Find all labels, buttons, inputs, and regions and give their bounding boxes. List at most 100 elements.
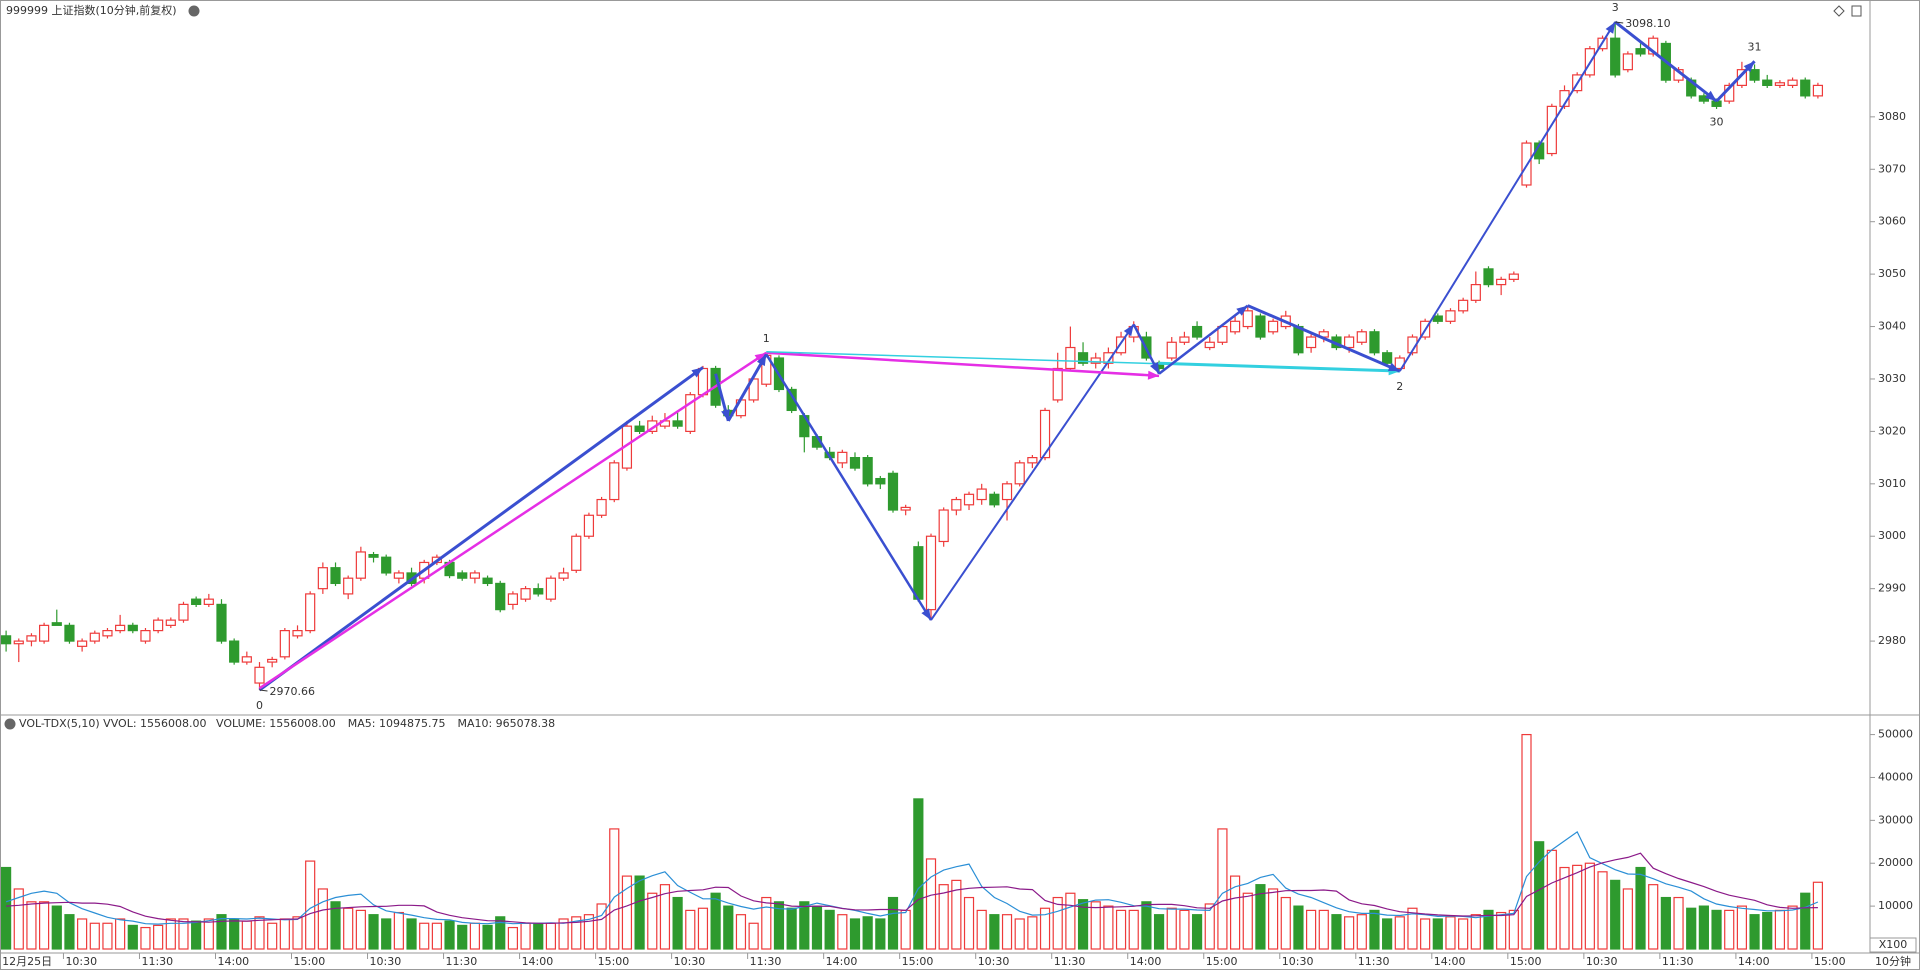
wave-arrowhead (691, 367, 703, 378)
diamond-icon[interactable] (1833, 5, 1845, 17)
candle-body (1090, 357, 1101, 364)
volume-bar (13, 888, 24, 950)
volume-bar (1344, 916, 1355, 950)
volume-bar (178, 918, 189, 950)
unit-box (1869, 937, 1917, 953)
panel-icon[interactable] (1851, 5, 1862, 17)
candle-body (887, 472, 899, 511)
x-tick-label: 14:00 (826, 955, 858, 968)
volume-bar (1800, 892, 1811, 950)
volume-bar (406, 918, 417, 950)
volume-bar (672, 896, 683, 950)
wave-line (1159, 361, 1400, 373)
candle-body (1267, 320, 1279, 333)
volume-bar (925, 858, 937, 950)
volume-bar (1280, 896, 1291, 950)
candle-body (1344, 336, 1355, 349)
wave-line (930, 323, 1135, 621)
candle-body (1166, 341, 1177, 359)
wave-label: 3 (1612, 1, 1619, 14)
candle-body (533, 588, 544, 595)
candle-body (64, 624, 75, 642)
candle-body (51, 622, 62, 626)
candle-body (178, 603, 189, 621)
candle-body (1001, 483, 1013, 501)
candle-body (140, 630, 151, 642)
candle-body (1369, 331, 1380, 354)
candle-body (495, 582, 506, 611)
candle-body (229, 640, 240, 663)
y-tick-label: 3020 (1878, 424, 1906, 437)
wave-label: 0 (256, 699, 263, 712)
wave-line (1398, 21, 1617, 372)
candle-body (1014, 462, 1025, 485)
candle-body (1610, 37, 1621, 76)
volume-bar (761, 896, 772, 950)
volume-bar (1128, 909, 1139, 950)
volume-bar (1001, 914, 1013, 950)
volume-bar (1153, 914, 1165, 950)
candle-body (1432, 315, 1443, 322)
indicator-menu-icon[interactable] (4, 718, 16, 730)
wave-line (258, 366, 704, 692)
extreme-marker (1615, 21, 1624, 24)
volume-bar (533, 922, 544, 950)
candle-body (1052, 367, 1063, 401)
volume-bar (1711, 909, 1722, 950)
volume-bar (1635, 866, 1646, 950)
volume-bar (824, 909, 835, 950)
candle-body (39, 624, 50, 642)
volume-bar (1660, 896, 1671, 950)
wave-arrowhead (1705, 90, 1717, 102)
x-tick-label: 15:00 (598, 955, 630, 968)
volume-bar (1103, 905, 1114, 950)
volume-bar (0, 866, 12, 950)
title-menu-icon[interactable] (188, 5, 200, 17)
candle-body (1356, 331, 1367, 343)
y-tick-label: 2990 (1878, 582, 1906, 595)
volume-bar (1394, 916, 1405, 950)
candle-body (685, 394, 696, 432)
volume-bar (799, 901, 810, 950)
volume-bar (1014, 918, 1025, 950)
volume-bar (786, 907, 797, 950)
volume-bar (1432, 918, 1443, 950)
volume-bar (697, 907, 709, 950)
candle-body (254, 666, 265, 684)
candle-body (1077, 352, 1089, 364)
volume-bar (469, 922, 480, 950)
volume-bar (317, 888, 328, 950)
volume-bar (1749, 914, 1760, 950)
candle-body (837, 451, 848, 464)
candle-body (482, 577, 493, 585)
candle-body (1483, 268, 1494, 286)
candle-body (1191, 325, 1203, 338)
candle-body (507, 593, 518, 605)
volume-bar (381, 918, 392, 950)
candle-body (1382, 352, 1393, 364)
volume-bar (1077, 899, 1089, 950)
y-tick-label: 3010 (1878, 477, 1906, 490)
volume-bar (634, 875, 645, 950)
extreme-label: 2970.66 (270, 685, 316, 698)
wave-arrowhead (921, 608, 931, 621)
candle-body (1458, 299, 1469, 312)
volume-bar (1356, 914, 1367, 950)
volume-bar (1483, 909, 1494, 950)
volume-bar (127, 924, 138, 950)
volume-bar (457, 924, 468, 950)
x-tick-label: 11:30 (1358, 955, 1390, 968)
volume-bar (267, 922, 278, 950)
volume-bar (773, 901, 785, 950)
volume-bar (1724, 909, 1735, 950)
candle-body (241, 656, 252, 663)
y-tick-label: 2980 (1878, 634, 1906, 647)
volume-bar (1217, 828, 1228, 950)
candle-body (469, 572, 480, 579)
candle-body (393, 572, 404, 579)
volume-bar (900, 909, 911, 950)
candle-body (330, 567, 341, 585)
x-tick-label: 14:00 (1434, 955, 1466, 968)
